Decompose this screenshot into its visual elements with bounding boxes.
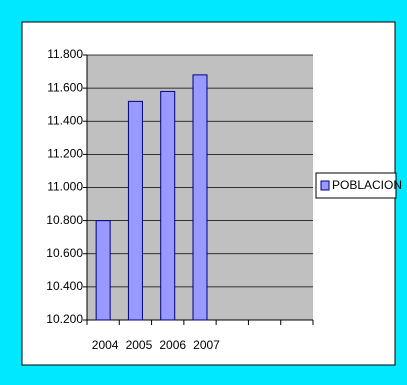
x-tick-label: 2004 <box>92 338 119 352</box>
x-tick-label: 2005 <box>126 338 153 352</box>
y-tick-label: 11.400 <box>47 113 83 127</box>
y-tick-label: 11.800 <box>47 47 83 61</box>
y-tick-label: 10.600 <box>46 246 83 260</box>
legend-swatch <box>320 180 330 191</box>
y-tick-label: 11.000 <box>47 180 83 194</box>
y-tick-label: 10.200 <box>46 312 83 326</box>
x-tick-label: 2006 <box>159 338 186 352</box>
legend-label: POBLACION <box>332 178 402 192</box>
y-tick-label: 10.800 <box>46 213 83 227</box>
bar <box>127 100 143 321</box>
y-tick-label: 11.200 <box>47 147 83 161</box>
y-tick-label: 10.400 <box>46 279 83 293</box>
bar <box>192 74 208 321</box>
y-tick-label: 11.600 <box>47 80 83 94</box>
bar <box>95 220 111 321</box>
x-tick-label: 2007 <box>193 338 220 352</box>
bar <box>160 90 176 321</box>
